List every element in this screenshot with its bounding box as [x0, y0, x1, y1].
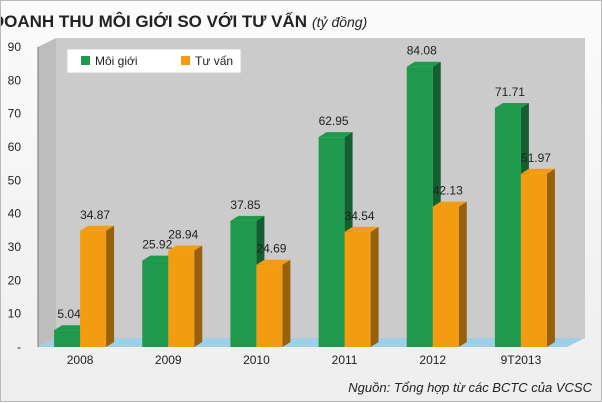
y-tick-label: 40 — [8, 207, 22, 221]
bar — [230, 220, 257, 347]
bar-top — [344, 226, 379, 232]
chart-title: DOANH THU MÔI GIỚI SO VỚI TƯ VẤN — [1, 12, 307, 31]
data-label: 34.54 — [345, 209, 375, 223]
bar — [520, 173, 547, 347]
y-tick-label: 80 — [8, 73, 22, 87]
y-tick-label: 30 — [8, 240, 22, 254]
bar-side — [106, 225, 115, 347]
y-tick-label: 60 — [8, 140, 22, 154]
y-tick-label: 10 — [8, 307, 22, 321]
x-tick-label: 2012 — [419, 353, 446, 367]
bar-side — [282, 259, 291, 347]
legend-swatch — [81, 56, 90, 65]
data-label: 37.85 — [230, 198, 260, 212]
bar-top — [256, 259, 291, 265]
chart-title-unit: (tỷ đồng) — [312, 14, 367, 30]
bar-top — [520, 168, 555, 174]
data-label: 42.13 — [433, 184, 463, 198]
y-tick-label: 50 — [8, 173, 22, 187]
bar — [80, 230, 107, 347]
bar-side — [546, 168, 555, 347]
x-tick-label: 9T2013 — [501, 353, 542, 367]
data-label: 71.71 — [495, 85, 525, 99]
bar-top — [318, 132, 353, 138]
x-tick-label: 2010 — [243, 353, 270, 367]
x-tick-label: 2009 — [155, 353, 182, 367]
y-tick-label: 90 — [8, 40, 22, 54]
legend-box — [66, 48, 242, 74]
bar — [54, 330, 81, 347]
bar-top — [54, 325, 89, 331]
x-tick-label: 2011 — [332, 353, 358, 367]
plot-area: - 10 20 30 40 50 60 70 80 90 5.04 34.87 2008 25.9228.… — [8, 38, 585, 367]
bar-side — [370, 226, 379, 347]
data-label: 51.97 — [521, 151, 551, 165]
legend-label: Tư vấn — [195, 54, 233, 68]
bar-top — [168, 245, 203, 251]
bar-top — [494, 102, 529, 108]
x-tick-label: 2008 — [67, 353, 94, 367]
source-note: Nguồn: Tổng hợp từ các BCTC của VCSC — [348, 380, 592, 395]
plot-side-wall — [38, 38, 56, 347]
bar — [318, 137, 345, 347]
data-label: 25.92 — [142, 238, 172, 252]
bar — [494, 107, 521, 347]
bar-top — [142, 255, 177, 261]
bar — [344, 231, 371, 347]
data-label: 24.69 — [256, 242, 286, 256]
bar — [256, 264, 283, 347]
data-label: 84.08 — [407, 44, 437, 58]
bar — [432, 206, 459, 347]
y-tick-label: 70 — [8, 107, 22, 121]
data-label: 5.04 — [57, 307, 81, 321]
bar — [142, 260, 169, 347]
bar-side — [194, 245, 203, 347]
bar — [406, 66, 433, 347]
data-label: 62.95 — [319, 114, 349, 128]
data-label: 28.94 — [168, 228, 198, 242]
bar-top — [80, 225, 115, 231]
bar-top — [432, 201, 467, 207]
legend-swatch — [181, 56, 190, 65]
bar-top — [406, 61, 441, 67]
bar — [168, 250, 195, 347]
legend-label: Môi giới — [95, 54, 138, 68]
bar-top — [230, 215, 265, 221]
data-label: 34.87 — [80, 208, 110, 222]
y-tick-label: - — [17, 340, 21, 354]
bar-side — [458, 201, 467, 347]
y-tick-label: 20 — [8, 273, 22, 287]
